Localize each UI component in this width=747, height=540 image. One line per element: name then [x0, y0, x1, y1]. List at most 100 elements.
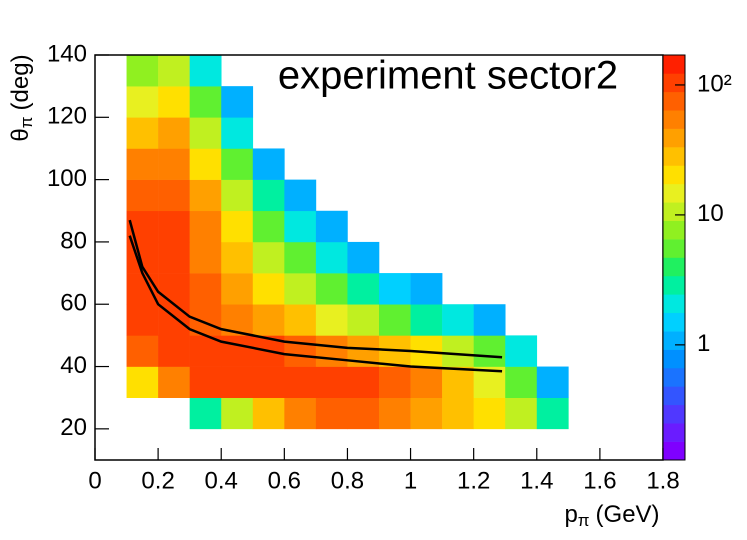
heatmap-cell: [315, 210, 348, 243]
heatmap-cell: [221, 117, 254, 149]
heatmap-cell: [284, 210, 317, 243]
heatmap-cell: [189, 148, 222, 180]
heatmap-cell: [284, 273, 317, 305]
heatmap-cell: [315, 241, 348, 274]
heatmap-cell: [126, 148, 159, 180]
heatmap-cell: [315, 304, 348, 336]
colorbar-band: [663, 147, 685, 166]
heatmap-cell: [284, 335, 317, 367]
heatmap-cell: [158, 86, 190, 118]
heatmap-cell: [158, 55, 190, 87]
colorbar-band: [663, 91, 685, 111]
x-tick-label: 0.6: [268, 467, 301, 494]
heatmap-cell: [126, 179, 159, 212]
heatmap-cell: [284, 241, 317, 274]
heatmap-cell: [158, 210, 190, 243]
heatmap-cell: [252, 273, 285, 305]
colorbar-band: [663, 275, 685, 295]
heatmap-cell: [347, 241, 380, 274]
heatmap-cell: [536, 397, 569, 430]
colorbar-frame: [662, 54, 686, 461]
heatmap-cell: [410, 273, 443, 305]
fit-curve: [128, 219, 503, 359]
heatmap-cell: [315, 335, 348, 367]
heatmap-cell: [505, 397, 538, 430]
x-tick-label: 1: [404, 467, 417, 494]
colorbar-tick-label: 1: [697, 330, 710, 357]
colorbar-band: [663, 441, 685, 461]
colorbar-band: [663, 349, 685, 369]
y-tick-label: 120: [47, 103, 87, 130]
heatmap-cell: [410, 366, 443, 398]
x-tick-label: 0: [88, 467, 101, 494]
heatmap-cell: [473, 304, 506, 336]
heatmap-cell: [158, 273, 190, 305]
heatmap-cell: [158, 366, 190, 398]
colorbar-band: [663, 183, 685, 203]
colorbar-tick-label: 10: [697, 200, 724, 227]
y-tick-label: 20: [60, 414, 87, 441]
heatmap-cell: [505, 335, 538, 367]
colorbar-band: [663, 73, 685, 93]
heatmap-cell: [221, 179, 254, 212]
heatmap-cell: [189, 273, 222, 305]
x-tick-label: 1.8: [646, 467, 679, 494]
y-axis-label: θπ (deg): [7, 54, 36, 141]
heatmap-cell: [442, 397, 474, 430]
heatmap-cell: [126, 55, 159, 87]
heatmap-cell: [410, 397, 443, 430]
heatmap-cell: [252, 210, 285, 243]
heatmap-cell: [221, 397, 254, 430]
heatmap-cell: [221, 273, 254, 305]
x-label-symbol: p: [564, 501, 577, 528]
heatmap-cell: [379, 366, 411, 398]
heatmap-cell: [221, 148, 254, 180]
heatmap-cell: [158, 335, 190, 367]
heatmap-cell: [158, 241, 190, 274]
heatmap-cell: [126, 86, 159, 118]
heatmap-cell: [221, 210, 254, 243]
heatmap-cell: [473, 397, 506, 430]
heatmap-cell: [315, 397, 348, 430]
heatmap-cell: [189, 117, 222, 149]
heatmap-cell: [347, 366, 380, 398]
y-label-unit: (deg): [7, 54, 34, 110]
heatmap-cell: [158, 117, 190, 149]
heatmap-cell: [284, 304, 317, 336]
heatmap-cell: [252, 397, 285, 430]
heatmap-cell: [284, 366, 317, 398]
heatmap-cell: [126, 117, 159, 149]
heatmap-cell: [221, 241, 254, 274]
colorbar-band: [663, 128, 685, 148]
y-tick-label: 140: [47, 40, 87, 67]
x-axis-label: pπ (GeV): [564, 501, 659, 530]
heatmap-cell: [189, 86, 222, 118]
colorbar-band: [663, 55, 685, 74]
heatmap-cell: [442, 366, 474, 398]
x-tick-label: 0.2: [141, 467, 174, 494]
chart-title: experiment sector2: [278, 54, 618, 98]
heatmap-cell: [347, 304, 380, 336]
heatmap-cell: [126, 273, 159, 305]
x-tick-label: 0.4: [205, 467, 238, 494]
y-tick-label: 60: [60, 290, 87, 317]
fit-curve: [128, 235, 503, 373]
heatmap-cell: [221, 335, 254, 367]
heatmap-cell: [189, 210, 222, 243]
colorbar-band: [663, 202, 685, 221]
heatmap-cell: [347, 273, 380, 305]
heatmap-cell: [189, 366, 222, 398]
axes: 0 0.2 0.4 0.6 0.8 1 1.2 1.4 1.6 1.8 20 40 60 80 100 120…: [47, 40, 680, 494]
heatmap-cell: [252, 304, 285, 336]
x-tick-label: 1.6: [583, 467, 616, 494]
heatmap-cell: [189, 55, 222, 87]
colorbar-band: [663, 257, 685, 277]
heatmap-cell: [379, 397, 411, 430]
heatmap-cell: [189, 397, 222, 430]
heatmap-cell: [473, 335, 506, 367]
heatmap-cell: [252, 366, 285, 398]
heatmap-cell: [158, 148, 190, 180]
colorbar-band: [663, 312, 685, 332]
x-tick-label: 1.2: [457, 467, 490, 494]
heatmap-cell: [221, 366, 254, 398]
